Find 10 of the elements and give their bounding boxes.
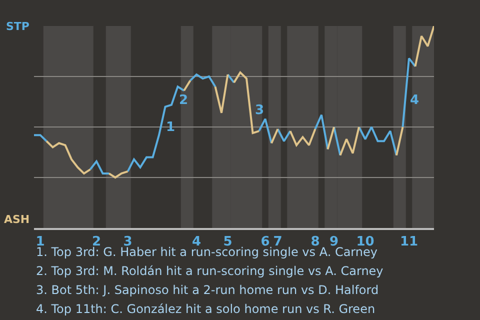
text: 3. Bot 5th: J. Sapinoso hit a 2-run home run vs D. Halford [36, 283, 379, 297]
x-tick-label: 11 [400, 234, 418, 250]
annotation: 3 [255, 103, 264, 118]
annotation: 2 [179, 93, 188, 108]
text: ASH [4, 213, 30, 226]
text: 2. Top 3rd: M. Roldán hit a run-scoring single vs A. Carney [36, 264, 384, 278]
annotation: 4 [410, 93, 420, 108]
annotation: 1 [166, 120, 176, 135]
text: 4. Top 11th: C. González hit a solo home run vs R. Green [36, 302, 376, 316]
text: STP [6, 20, 30, 33]
